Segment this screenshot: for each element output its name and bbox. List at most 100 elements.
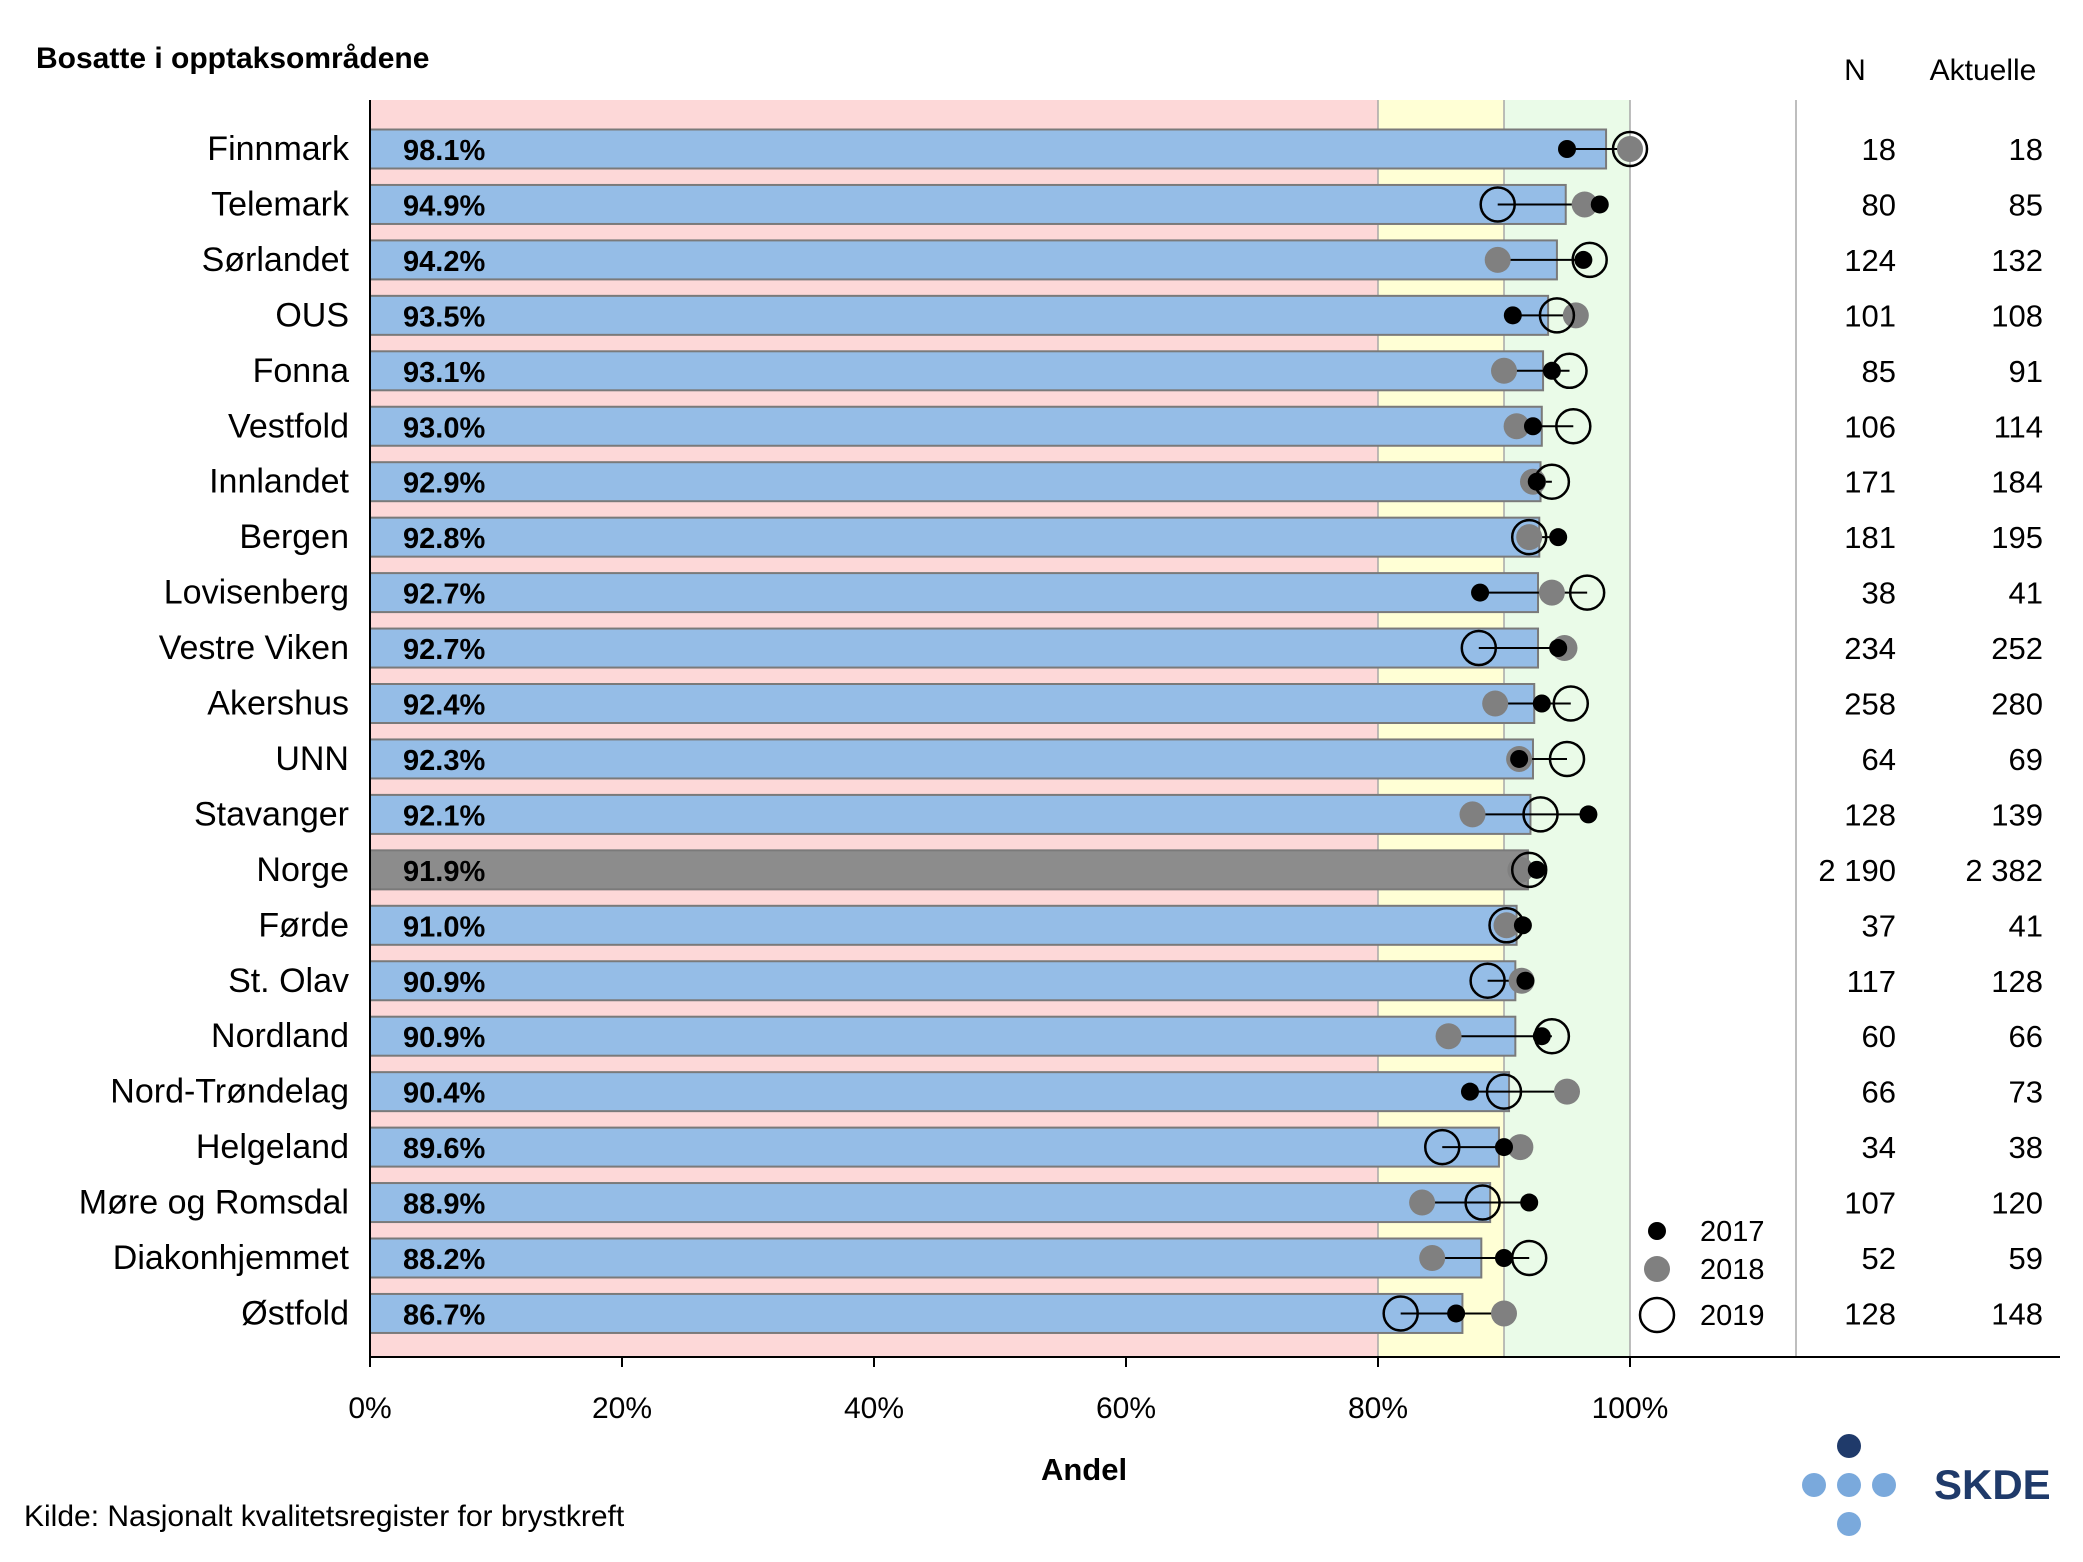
bar (369, 849, 1529, 891)
marker-2019 (1510, 518, 1548, 556)
bar (369, 405, 1543, 447)
marker-2018 (1562, 302, 1589, 329)
marker-2019 (1479, 186, 1516, 223)
marker-2019 (1555, 408, 1592, 445)
x-tick-label: 80% (1348, 1392, 1408, 1425)
marker-2018 (1507, 1134, 1534, 1161)
target-zone-1 (1378, 100, 1504, 1357)
category-label: Innlandet (209, 463, 349, 501)
bar (369, 1071, 1511, 1113)
aktuelle-value: 41 (2009, 576, 2043, 611)
n-value: 34 (1862, 1130, 1896, 1165)
x-tick-label: 20% (592, 1392, 652, 1425)
bar-value-label: 88.9% (403, 1189, 485, 1221)
aktuelle-value: 114 (1994, 409, 2043, 444)
category-label: Telemark (211, 185, 350, 223)
n-value: 106 (1844, 409, 1896, 444)
marker-2017 (1549, 528, 1568, 547)
x-axis-title: Andel (1041, 1452, 1127, 1487)
bar (369, 128, 1608, 170)
bar (369, 294, 1550, 336)
bar (369, 1237, 1483, 1279)
x-tick-label: 40% (844, 1392, 904, 1425)
bar (369, 1292, 1464, 1334)
aktuelle-value: 41 (2009, 908, 2043, 943)
n-value: 234 (1844, 631, 1896, 666)
marker-2018 (1493, 912, 1520, 939)
marker-2019 (1488, 907, 1525, 944)
marker-2019 (1460, 629, 1498, 667)
aktuelle-value: 38 (2009, 1130, 2043, 1165)
category-label: Stavanger (194, 795, 349, 833)
logo-dot-center (1837, 1473, 1861, 1497)
marker-2017 (1447, 1304, 1466, 1323)
marker-2017 (1495, 1138, 1513, 1157)
marker-2017 (1549, 639, 1568, 658)
marker-2018 (1491, 357, 1517, 384)
marker-2017 (1527, 860, 1546, 879)
aktuelle-value: 120 (1991, 1186, 2043, 1221)
marker-2019 (1510, 1239, 1548, 1277)
aktuelle-value: 139 (1991, 797, 2043, 832)
bar (369, 239, 1558, 281)
marker-2017 (1503, 306, 1522, 325)
aktuelle-value: 18 (2009, 132, 2043, 167)
bar (369, 904, 1518, 946)
marker-2018 (1419, 1245, 1446, 1271)
x-tick-label: 100% (1592, 1392, 1669, 1425)
n-value: 128 (1844, 1296, 1896, 1331)
bar (369, 1015, 1517, 1057)
bar (369, 461, 1542, 503)
marker-2018 (1571, 191, 1598, 218)
n-value: 18 (1862, 132, 1896, 167)
aktuelle-value: 132 (1991, 243, 2043, 278)
marker-2019 (1611, 130, 1649, 168)
count-table: 18 18 80 85 124 132 101 108 85 91 106 114 171 184 181 1… (1818, 132, 2043, 1331)
marker-2019 (1522, 796, 1559, 833)
logo-dot-left (1802, 1473, 1826, 1497)
target-zones (370, 100, 1797, 1357)
bar-value-label: 91.0% (403, 911, 485, 943)
n-value: 80 (1862, 187, 1896, 222)
marker-2017 (1579, 805, 1598, 824)
marker-2018 (1482, 690, 1509, 717)
bar-value-label: 92.7% (403, 634, 485, 666)
aktuelle-value: 85 (2009, 187, 2043, 222)
aktuelle-value: 69 (2009, 742, 2043, 777)
category-label: Diakonhjemmet (113, 1239, 350, 1277)
bar (369, 793, 1532, 835)
yearly-markers (1382, 130, 1649, 1332)
marker-2017 (1558, 140, 1576, 158)
marker-2017 (1590, 195, 1609, 214)
category-label: Sørlandet (202, 241, 350, 279)
n-value: 64 (1862, 742, 1896, 777)
chart-title: Bosatte i opptaksområdene (36, 42, 429, 75)
bar-value-label: 94.9% (403, 190, 485, 222)
marker-2018 (1435, 1023, 1462, 1050)
n-value: 258 (1844, 687, 1896, 722)
bar (369, 1126, 1500, 1168)
n-value: 117 (1847, 964, 1896, 999)
n-value: 101 (1844, 298, 1896, 333)
legend-marker-2019 (1638, 1296, 1676, 1334)
marker-2017 (1532, 694, 1551, 713)
marker-2018 (1484, 246, 1511, 273)
marker-2019 (1571, 241, 1608, 279)
bar (369, 627, 1540, 669)
marker-2019 (1510, 851, 1548, 889)
category-label: St. Olav (228, 962, 349, 1000)
marker-2017 (1460, 1082, 1479, 1101)
skde-logo: SKDE (1802, 1434, 2051, 1536)
n-value: 52 (1862, 1241, 1896, 1276)
marker-2019 (1533, 463, 1571, 500)
legend-marker-2017 (1648, 1222, 1666, 1240)
marker-2018 (1538, 579, 1565, 606)
category-label: OUS (275, 296, 349, 334)
bar-value-label: 93.1% (403, 357, 485, 389)
bar-value-label: 92.9% (403, 468, 485, 500)
column-header-aktuelle: Aktuelle (1930, 54, 2037, 87)
marker-2018 (1503, 413, 1530, 440)
aktuelle-value: 184 (1991, 465, 2043, 500)
marker-2018 (1491, 1300, 1517, 1327)
